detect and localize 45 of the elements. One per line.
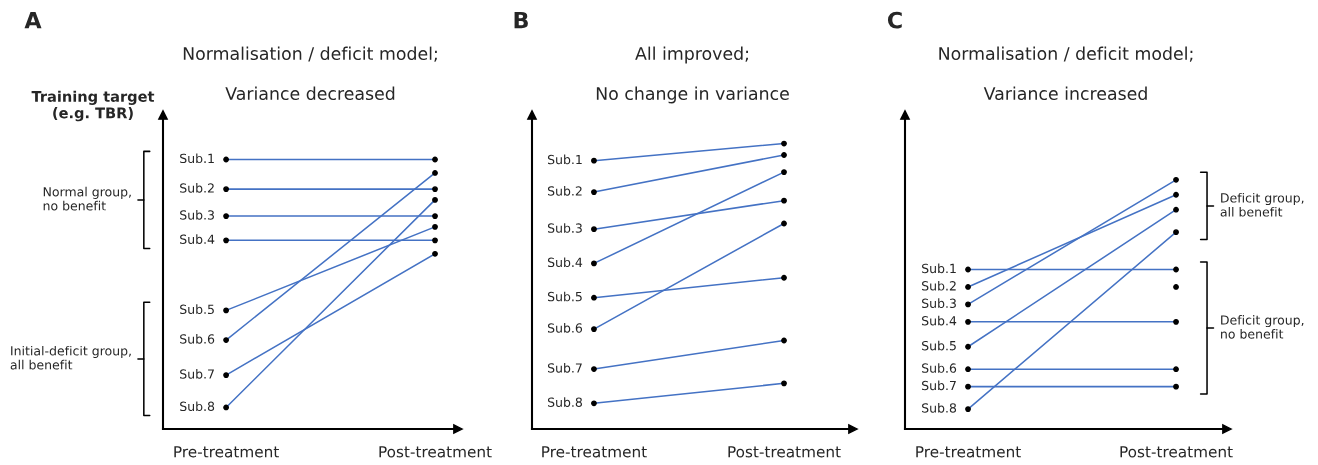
series-label: Sub.2: [547, 186, 582, 196]
x-tick-label: Pre-treatment: [916, 446, 1021, 458]
series-label: Sub.3: [547, 223, 582, 233]
annotation: Deficit group, no benefit: [1221, 315, 1304, 339]
series-label: Sub.8: [180, 401, 215, 412]
series-label: Sub.1: [180, 153, 214, 164]
series-label: Sub.7: [180, 369, 214, 379]
series-label: Sub.4: [547, 257, 583, 268]
y-axis-title: Training target (e.g. TBR): [31, 90, 155, 122]
text: C: [887, 11, 902, 29]
chart-subtitle: Variance increased: [983, 86, 1147, 101]
series-label: Sub.8: [922, 403, 957, 413]
text: A: [24, 11, 42, 29]
x-tick-label: Post-treatment: [728, 446, 841, 458]
point: [1173, 284, 1179, 290]
series-label: Sub.5: [180, 304, 214, 315]
series-label: Sub.2: [180, 183, 214, 193]
series-label: Sub.3: [180, 210, 214, 220]
series-label: Sub.1: [547, 154, 582, 165]
series-label: Sub.1: [922, 263, 956, 274]
series-label: Sub.6: [180, 334, 215, 344]
x-tick-label: Pre-treatment: [542, 446, 647, 458]
chart-subtitle: No change in variance: [596, 86, 789, 104]
chart-title: Normalisation / deficit model;: [939, 46, 1193, 62]
text: B: [514, 11, 528, 29]
series-label: Sub.8: [547, 397, 582, 407]
text: Normal group, no benefit: [43, 186, 131, 211]
series-label: Sub.7: [547, 363, 582, 373]
chart-subtitle: Variance decreased: [225, 86, 395, 101]
chart-title: Normalisation / deficit model;: [183, 46, 437, 62]
x-tick-label: Post-treatment: [1120, 446, 1233, 458]
series-label: Sub.4: [180, 234, 215, 244]
series-label: Sub.4: [922, 315, 957, 326]
series-label: Sub.7: [922, 380, 956, 391]
x-tick-label: Pre-treatment: [174, 446, 279, 458]
series-label: Sub.5: [547, 291, 582, 302]
x-tick-label: Post-treatment: [379, 446, 492, 458]
series-label: Sub.2: [922, 280, 956, 291]
series-label: Sub.5: [922, 340, 956, 351]
series-label: Sub.3: [922, 298, 956, 309]
text: Initial-deficit group, all benefit: [10, 345, 131, 370]
series-label: Sub.6: [547, 323, 583, 333]
series-label: Sub.6: [922, 363, 957, 373]
chart-title: All improved;: [635, 46, 748, 64]
annotation: Deficit group, all benefit: [1220, 192, 1304, 217]
